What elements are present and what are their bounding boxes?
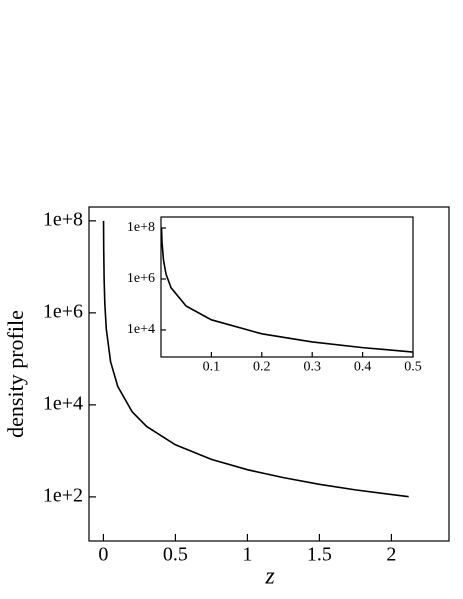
y-tick-label: 1e+8: [127, 220, 155, 235]
y-tick-label: 1e+6: [127, 271, 155, 286]
x-axis-label: z: [264, 564, 275, 590]
y-tick-label: 1e+4: [43, 392, 83, 414]
x-tick-label: 0.5: [404, 360, 422, 375]
y-tick-label: 1e+4: [127, 322, 155, 337]
plot-frame: [160, 216, 414, 358]
x-tick-label: 1: [242, 544, 252, 566]
data-line: [160, 227, 414, 353]
y-tick-label: 1e+8: [43, 208, 83, 230]
x-tick-label: 2: [386, 544, 396, 566]
x-tick-label: 0.5: [163, 544, 188, 566]
x-tick-label: 0: [98, 544, 108, 566]
y-tick-label: 1e+2: [43, 484, 83, 506]
x-tick-label: 0.4: [354, 360, 372, 375]
y-axis-label: density profile: [3, 310, 28, 438]
x-tick-label: 0.1: [203, 360, 221, 375]
x-tick-label: 1.5: [307, 544, 332, 566]
x-tick-label: 0.2: [253, 360, 271, 375]
data-line: [102, 220, 409, 498]
x-tick-label: 0.3: [303, 360, 321, 375]
y-tick-label: 1e+6: [43, 300, 83, 322]
